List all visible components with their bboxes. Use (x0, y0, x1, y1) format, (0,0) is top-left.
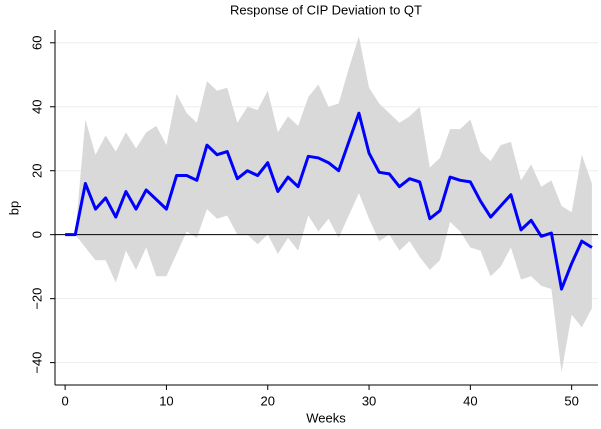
x-tick-label: 20 (261, 393, 275, 408)
x-tick-label: 50 (564, 393, 578, 408)
confidence-band (65, 36, 592, 373)
x-tick-label: 0 (62, 393, 69, 408)
x-axis-label: Weeks (306, 410, 346, 425)
y-axis-label: bp (6, 201, 21, 215)
x-tick-label: 30 (362, 393, 376, 408)
y-tick-label: −20 (29, 288, 44, 310)
y-tick-label: 60 (29, 36, 44, 50)
series-line (65, 111, 593, 291)
chart-title: Response of CIP Deviation to QT (230, 2, 422, 17)
y-tick-label: 40 (29, 100, 44, 114)
y-tick-label: −40 (29, 352, 44, 374)
x-tick-label: 10 (159, 393, 173, 408)
x-tick-label: 40 (463, 393, 477, 408)
y-tick-label: 0 (29, 231, 44, 238)
y-tick-label: 20 (29, 163, 44, 177)
